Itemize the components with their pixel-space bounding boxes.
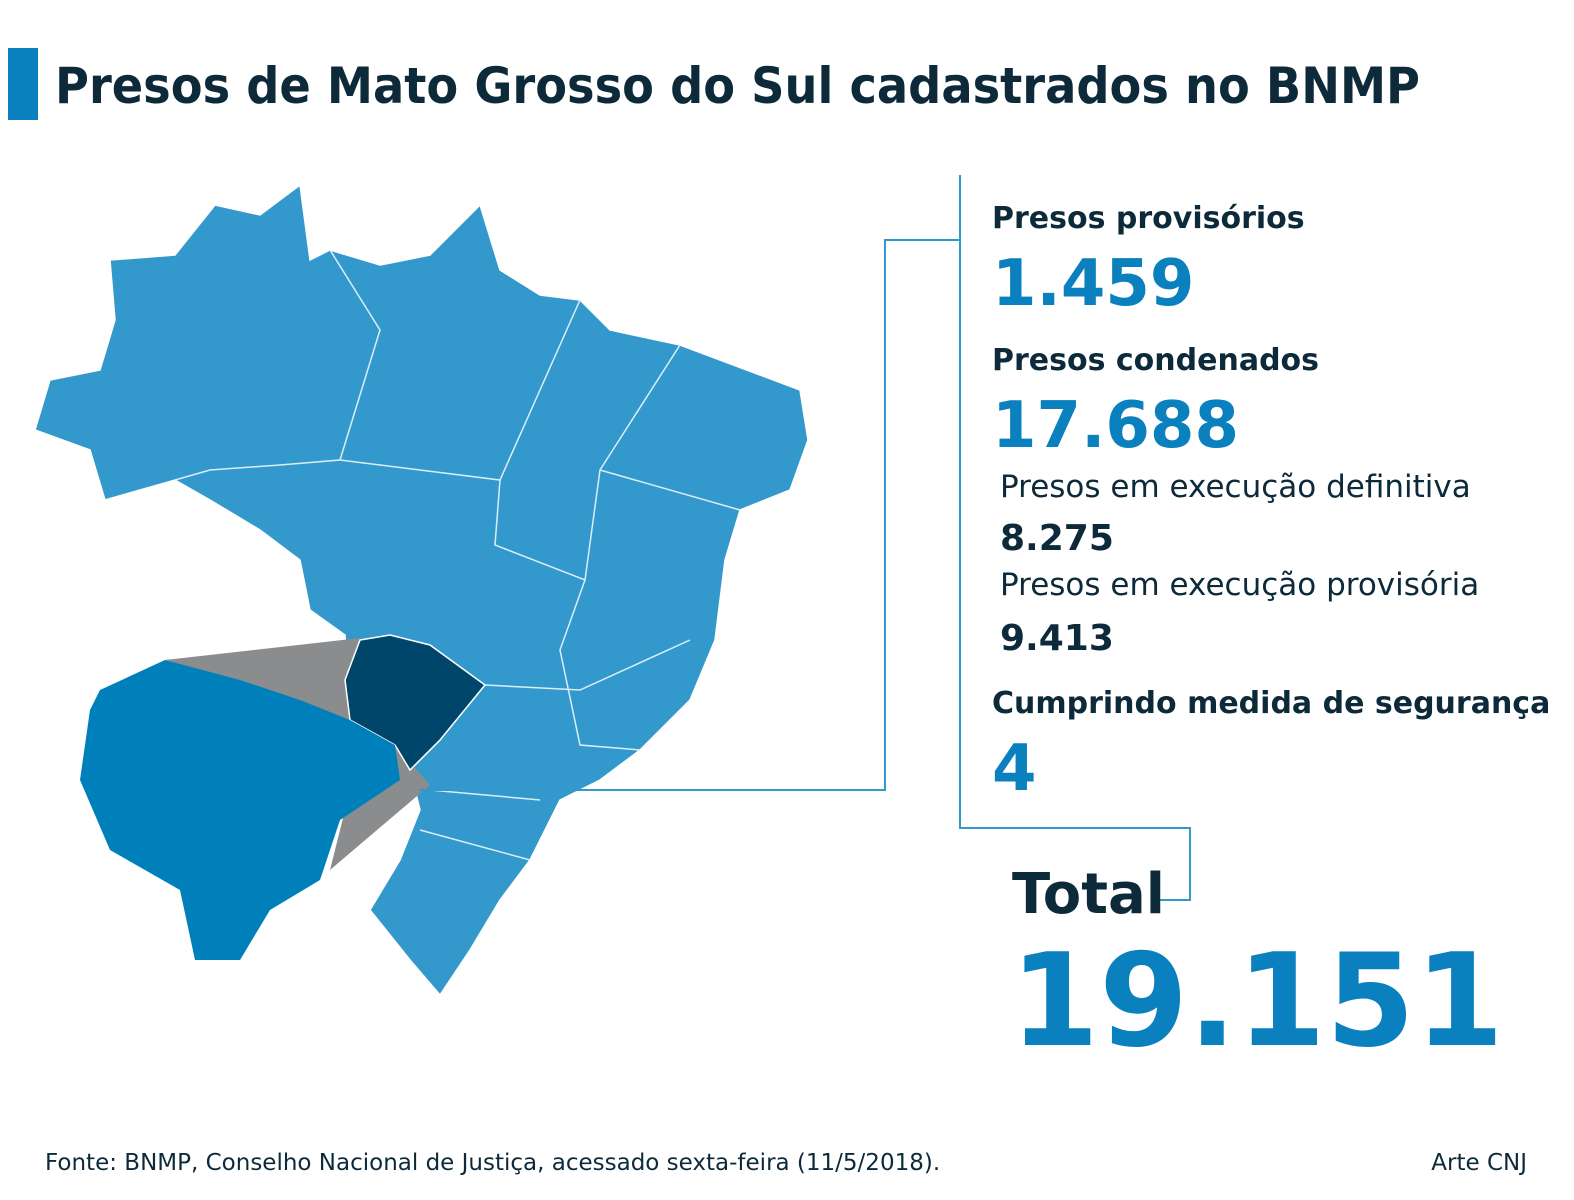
stat-label: Presos condenados <box>992 343 1319 378</box>
ms-state <box>344 634 487 772</box>
stat-value: 1.459 <box>992 247 1194 321</box>
stat-value: 9.413 <box>1000 618 1114 659</box>
title: Presos de Mato Grosso do Sul cadastrados… <box>55 57 1420 115</box>
zoom-connector <box>165 638 430 870</box>
state-borders <box>174 249 741 861</box>
stat-label: Presos provisórios <box>992 201 1305 236</box>
total-label: Total <box>1012 862 1165 927</box>
stat-label: Presos em execução definitiva <box>1000 469 1471 505</box>
connector-lines <box>420 175 1191 901</box>
stat-value: 8.275 <box>1000 518 1114 559</box>
source: Fonte: BNMP, Conselho Nacional de Justiç… <box>45 1150 940 1176</box>
title-bar <box>8 48 38 120</box>
map <box>34 183 809 997</box>
total-value: 19.151 <box>1010 927 1504 1076</box>
stat-label: Presos em execução provisória <box>1000 567 1479 603</box>
stat-value: 17.688 <box>992 389 1239 463</box>
brazil-map <box>34 183 809 997</box>
credit: Arte CNJ <box>1431 1150 1527 1176</box>
stat-label: Cumprindo medida de segurança <box>992 686 1550 721</box>
ms-zoom <box>80 660 400 960</box>
stat-value: 4 <box>992 732 1037 806</box>
